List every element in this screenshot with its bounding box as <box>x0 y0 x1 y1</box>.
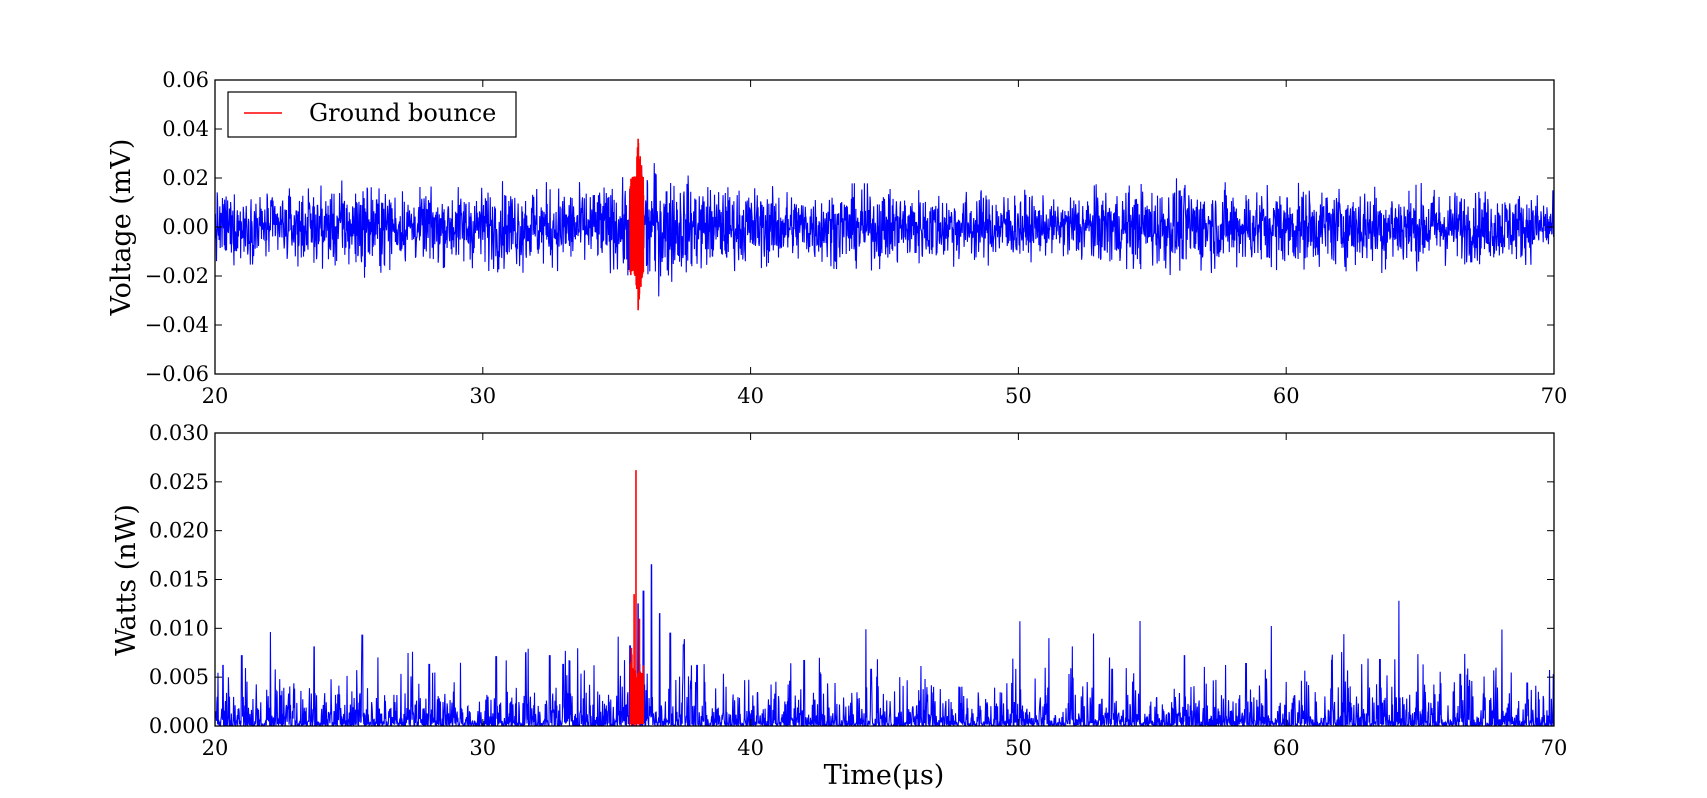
watts-y-tick-label: 0.010 <box>149 616 209 640</box>
voltage-panel: 20 30 40 50 60 70 −0.06 −0.04 −0.02 0.00 0.02 0.04 0… <box>106 68 1567 408</box>
voltage-y-tick-label: 0.06 <box>162 68 209 92</box>
voltage-x-tick-label: 50 <box>1005 384 1032 408</box>
voltage-y-tick-label: 0.04 <box>162 117 209 141</box>
watts-x-tick-label: 60 <box>1273 736 1300 760</box>
voltage-x-tick-label: 70 <box>1541 384 1568 408</box>
watts-x-tick-label: 20 <box>202 736 229 760</box>
legend-box <box>227 91 517 138</box>
watts-x-tick-label: 40 <box>737 736 764 760</box>
voltage-y-tick-label: −0.06 <box>145 362 209 386</box>
voltage-y-tick-label: 0.02 <box>162 166 209 190</box>
watts-x-tick-label: 50 <box>1005 736 1032 760</box>
voltage-x-tick-label: 60 <box>1273 384 1300 408</box>
watts-ticks: 20 30 40 50 60 70 0.000 0.005 0.010 0.015 0.020 0.0… <box>149 421 1567 760</box>
voltage-x-tick-label: 30 <box>469 384 496 408</box>
watts-series-group <box>215 470 1554 726</box>
voltage-y-axis-label: Voltage (mV) <box>106 139 137 317</box>
legend-label-ground-bounce: Ground bounce <box>309 99 496 127</box>
watts-y-tick-label: 0.030 <box>149 421 209 445</box>
watts-y-tick-label: 0.015 <box>149 568 209 592</box>
voltage-x-tick-label: 40 <box>737 384 764 408</box>
legend: Ground bounce <box>227 91 517 138</box>
watts-ground-bounce-line <box>629 470 645 726</box>
voltage-series-group <box>215 138 1554 311</box>
voltage-ground-bounce-line <box>629 138 645 311</box>
time-x-axis-label: Time(μs) <box>824 760 945 791</box>
watts-y-tick-label: 0.020 <box>149 519 209 543</box>
voltage-ticks: 20 30 40 50 60 70 −0.06 −0.04 −0.02 0.00 0.02 0.04 0… <box>145 68 1568 408</box>
watts-y-axis-label: Watts (nW) <box>111 504 142 656</box>
watts-x-tick-label: 70 <box>1541 736 1568 760</box>
watts-y-tick-label: 0.005 <box>149 665 209 689</box>
voltage-y-tick-label: −0.02 <box>145 264 209 288</box>
watts-panel: 20 30 40 50 60 70 0.000 0.005 0.010 0.015 0.020 0.0… <box>111 421 1567 791</box>
watts-y-tick-label: 0.025 <box>149 470 209 494</box>
watts-y-tick-label: 0.000 <box>149 714 209 738</box>
voltage-y-tick-label: 0.00 <box>162 215 209 239</box>
watts-power-line <box>215 564 1554 726</box>
voltage-y-tick-label: −0.04 <box>145 313 209 337</box>
watts-x-tick-label: 30 <box>469 736 496 760</box>
voltage-x-tick-label: 20 <box>202 384 229 408</box>
voltage-noise-line <box>215 163 1554 297</box>
